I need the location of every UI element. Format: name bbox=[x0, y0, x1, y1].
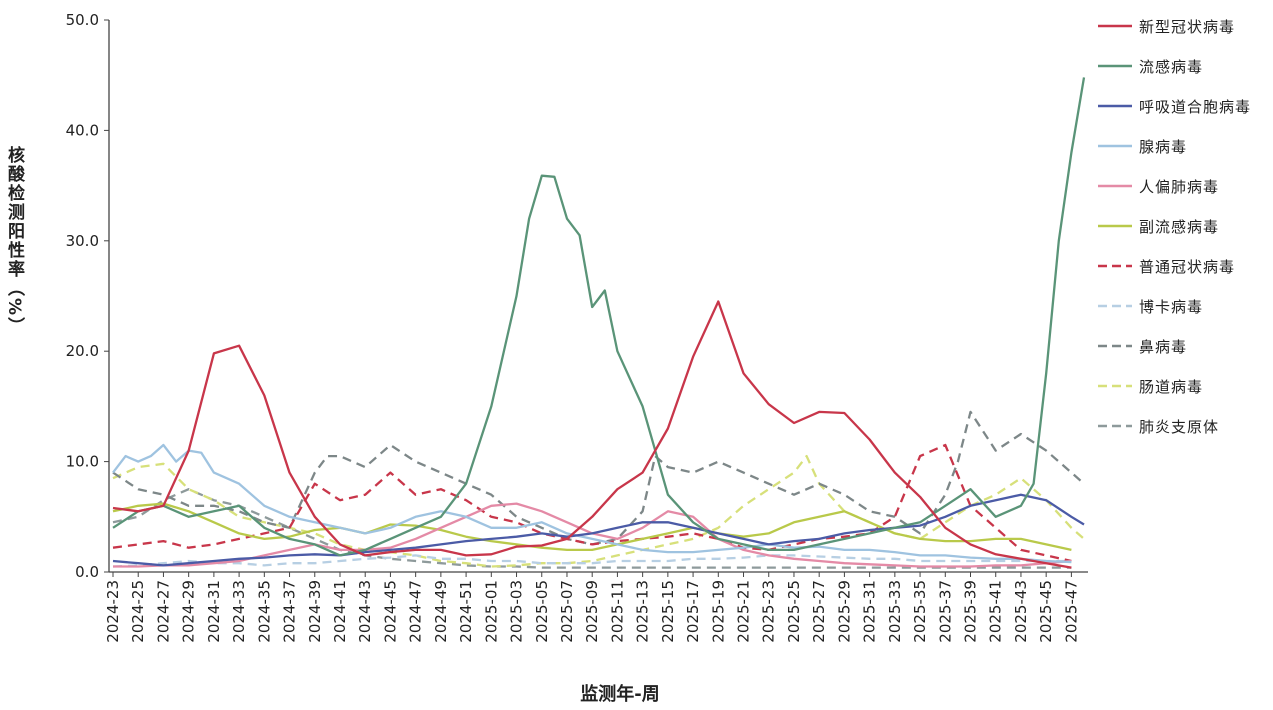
legend-item: 流感病毒 bbox=[1097, 46, 1273, 86]
legend-label: 呼吸道合胞病毒 bbox=[1139, 97, 1252, 116]
legend-label: 博卡病毒 bbox=[1139, 297, 1204, 316]
y-axis-title: 核酸检测阳性率（%） bbox=[4, 146, 24, 337]
legend-label: 肠道病毒 bbox=[1139, 377, 1204, 396]
y-tick-label: 30.0 bbox=[66, 232, 99, 250]
x-tick-label: 2024-51 bbox=[457, 580, 475, 643]
x-tick-label: 2025-29 bbox=[835, 580, 853, 643]
x-tick-label: 2024-35 bbox=[255, 580, 273, 643]
y-tick-label: 40.0 bbox=[66, 121, 99, 139]
x-tick-label: 2025-41 bbox=[987, 580, 1005, 643]
x-tick-label: 2025-23 bbox=[760, 580, 778, 643]
x-tick-label: 2025-19 bbox=[709, 580, 727, 643]
y-tick-label: 10.0 bbox=[66, 453, 99, 471]
x-tick-label: 2024-29 bbox=[180, 580, 198, 643]
series-line bbox=[112, 502, 1072, 552]
legend-item: 新型冠状病毒 bbox=[1097, 6, 1273, 46]
x-tick-label: 2024-27 bbox=[154, 580, 172, 643]
legend-swatch bbox=[1098, 424, 1132, 428]
legend-label: 人偏肺病毒 bbox=[1139, 177, 1220, 196]
x-tick-label: 2024-31 bbox=[205, 580, 223, 643]
x-tick-label: 2025-03 bbox=[508, 580, 526, 643]
series-line bbox=[112, 300, 1072, 569]
x-tick-label: 2025-31 bbox=[861, 580, 879, 643]
legend-item: 肺炎支原体 bbox=[1097, 406, 1273, 446]
legend-swatch bbox=[1098, 384, 1132, 388]
series-line bbox=[112, 443, 1072, 564]
series-lines bbox=[112, 77, 1086, 569]
legend-swatch bbox=[1098, 224, 1132, 228]
legend-label: 新型冠状病毒 bbox=[1139, 17, 1236, 36]
series-line bbox=[112, 488, 1072, 569]
x-tick-label: 2025-01 bbox=[482, 580, 500, 643]
x-tick-label: 2024-41 bbox=[331, 580, 349, 643]
x-tick-label: 2024-25 bbox=[129, 580, 147, 643]
series-line bbox=[112, 77, 1086, 557]
x-tick-label: 2025-47 bbox=[1062, 580, 1080, 643]
legend-item: 普通冠状病毒 bbox=[1097, 246, 1273, 286]
legend-item: 肠道病毒 bbox=[1097, 366, 1273, 406]
series-line bbox=[112, 443, 1072, 563]
x-tick-label: 2025-21 bbox=[735, 580, 753, 643]
x-tick-label: 2025-35 bbox=[911, 580, 929, 643]
x-tick-label: 2025-11 bbox=[608, 580, 626, 643]
y-tick-label: 50.0 bbox=[66, 11, 99, 29]
legend-item: 呼吸道合胞病毒 bbox=[1097, 86, 1273, 126]
legend-swatch bbox=[1098, 264, 1132, 268]
x-tick-label: 2025-07 bbox=[558, 580, 576, 643]
x-tick-label: 2024-33 bbox=[230, 580, 248, 643]
x-tick-label: 2025-39 bbox=[962, 580, 980, 643]
legend-swatch bbox=[1098, 144, 1132, 148]
x-tick-label: 2025-33 bbox=[886, 580, 904, 643]
x-tick-label: 2024-47 bbox=[407, 580, 425, 643]
legend-label: 肺炎支原体 bbox=[1139, 417, 1220, 436]
x-axis-ticks: 2024-23 2024-25 2024-27 2024-29 2024-31 2024-… bbox=[104, 572, 1080, 643]
x-tick-label: 2025-43 bbox=[1012, 580, 1030, 643]
x-tick-label: 2025-37 bbox=[936, 580, 954, 643]
legend-label: 流感病毒 bbox=[1139, 57, 1204, 76]
x-tick-label: 2025-25 bbox=[785, 580, 803, 643]
legend-swatch bbox=[1098, 344, 1132, 348]
x-tick-label: 2025-45 bbox=[1037, 580, 1055, 643]
series-line bbox=[112, 554, 1072, 568]
series-line bbox=[112, 493, 1085, 567]
legend-item: 副流感病毒 bbox=[1097, 206, 1273, 246]
x-tick-label: 2025-05 bbox=[533, 580, 551, 643]
y-axis-ticks: 0.0 10.0 20.0 30.0 40.0 50.0 bbox=[66, 11, 109, 581]
x-tick-label: 2024-37 bbox=[281, 580, 299, 643]
x-tick-label: 2025-13 bbox=[634, 580, 652, 643]
legend-label: 鼻病毒 bbox=[1139, 337, 1188, 356]
legend-swatch bbox=[1098, 104, 1132, 108]
x-tick-label: 2024-39 bbox=[306, 580, 324, 643]
x-tick-label: 2024-45 bbox=[381, 580, 399, 643]
x-tick-label: 2025-17 bbox=[684, 580, 702, 643]
legend-item: 人偏肺病毒 bbox=[1097, 166, 1273, 206]
legend: 新型冠状病毒 流感病毒呼吸道合胞病毒 腺病毒人偏肺病毒副流感病毒普通冠状病毒 博卡病毒… bbox=[1097, 6, 1273, 446]
legend-item: 腺病毒 bbox=[1097, 126, 1273, 166]
x-tick-label: 2024-49 bbox=[432, 580, 450, 643]
legend-swatch bbox=[1098, 64, 1132, 68]
x-axis-title: 监测年-周 bbox=[580, 684, 660, 705]
legend-item: 鼻病毒 bbox=[1097, 326, 1273, 366]
legend-swatch bbox=[1098, 304, 1132, 308]
legend-swatch bbox=[1098, 184, 1132, 188]
x-tick-label: 2025-15 bbox=[659, 580, 677, 643]
y-tick-label: 20.0 bbox=[66, 342, 99, 360]
series-line bbox=[112, 410, 1085, 546]
legend-label: 副流感病毒 bbox=[1139, 217, 1220, 236]
series-line bbox=[112, 454, 1085, 568]
x-tick-label: 2024-43 bbox=[356, 580, 374, 643]
x-tick-label: 2025-09 bbox=[583, 580, 601, 643]
legend-item: 博卡病毒 bbox=[1097, 286, 1273, 326]
x-tick-label: 2025-27 bbox=[810, 580, 828, 643]
y-tick-label: 0.0 bbox=[75, 563, 99, 581]
x-tick-label: 2024-23 bbox=[104, 580, 122, 643]
legend-label: 普通冠状病毒 bbox=[1139, 257, 1236, 276]
legend-swatch bbox=[1098, 24, 1132, 28]
legend-label: 腺病毒 bbox=[1139, 137, 1188, 156]
